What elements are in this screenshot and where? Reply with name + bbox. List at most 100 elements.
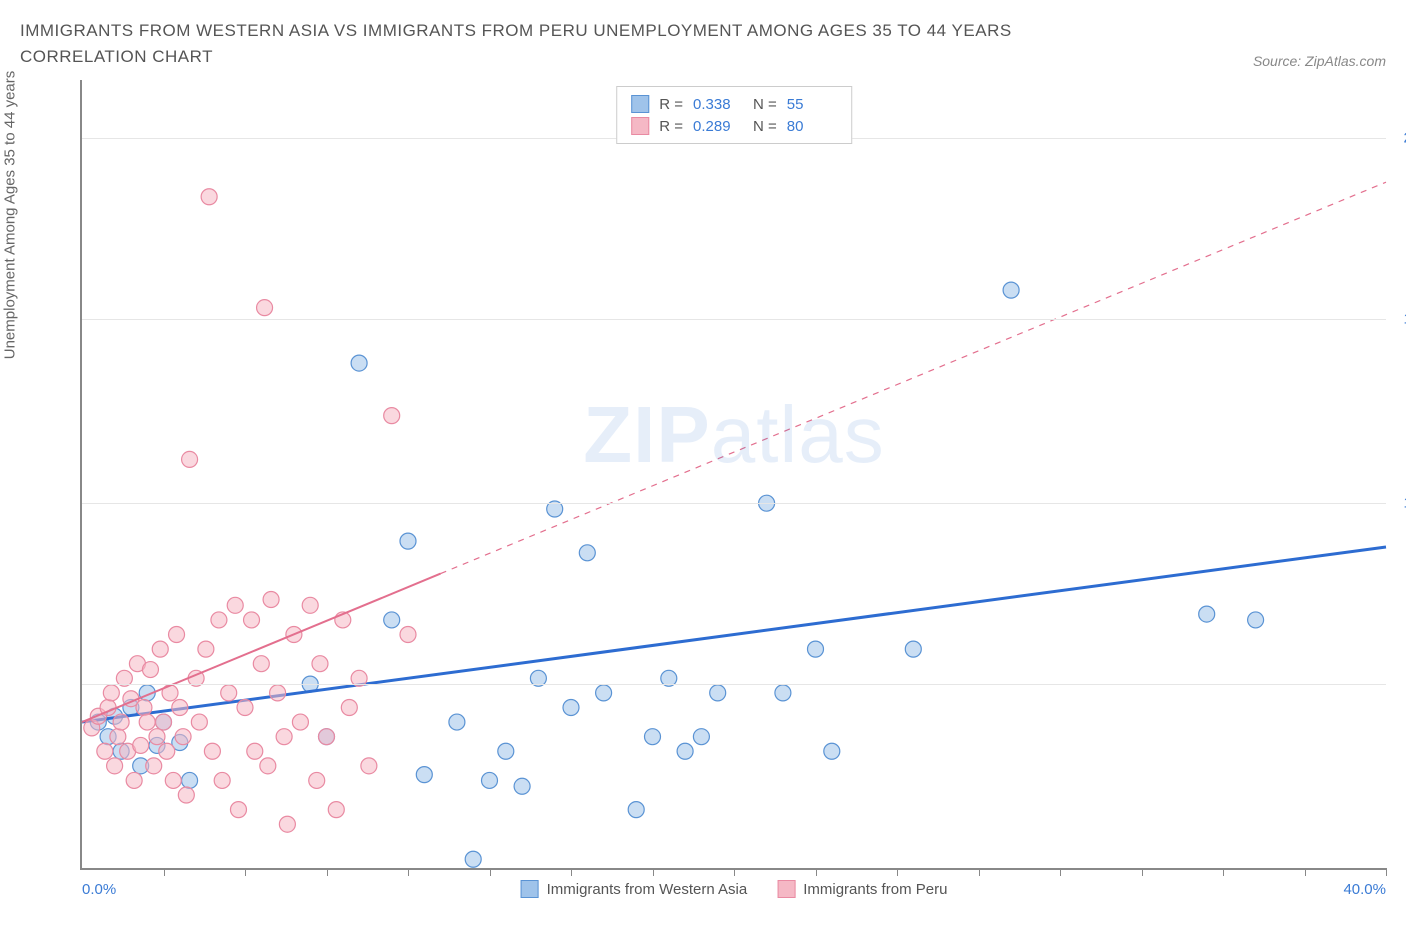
stat-r-label: R = <box>659 96 683 113</box>
data-point <box>645 729 661 745</box>
data-point <box>126 772 142 788</box>
data-point <box>113 714 129 730</box>
data-point <box>482 772 498 788</box>
data-point <box>416 767 432 783</box>
x-axis-max-label: 40.0% <box>1343 881 1386 898</box>
data-point <box>302 597 318 613</box>
data-point <box>237 699 253 715</box>
series-legend: Immigrants from Western AsiaImmigrants f… <box>521 880 948 898</box>
data-point <box>97 743 113 759</box>
data-point <box>182 451 198 467</box>
data-point <box>319 729 335 745</box>
data-point <box>400 533 416 549</box>
data-point <box>204 743 220 759</box>
data-point <box>247 743 263 759</box>
x-tick <box>734 868 735 876</box>
x-axis-min-label: 0.0% <box>82 881 116 898</box>
data-point <box>191 714 207 730</box>
x-tick <box>1223 868 1224 876</box>
legend-swatch <box>631 95 649 113</box>
data-point <box>214 772 230 788</box>
data-point <box>146 758 162 774</box>
data-point <box>328 802 344 818</box>
data-point <box>465 851 481 867</box>
legend-swatch <box>521 880 539 898</box>
data-point <box>142 662 158 678</box>
data-point <box>149 729 165 745</box>
legend-item: Immigrants from Western Asia <box>521 880 748 898</box>
data-point <box>808 641 824 657</box>
legend-swatch <box>777 880 795 898</box>
data-point <box>279 816 295 832</box>
data-point <box>172 699 188 715</box>
data-point <box>361 758 377 774</box>
data-point <box>775 685 791 701</box>
data-point <box>498 743 514 759</box>
stat-r-value: 0.338 <box>693 96 743 113</box>
stat-r-value: 0.289 <box>693 118 743 135</box>
data-point <box>244 612 260 628</box>
data-point <box>693 729 709 745</box>
data-point <box>341 699 357 715</box>
correlation-legend: R =0.338N =55R =0.289N =80 <box>616 86 852 144</box>
data-point <box>563 699 579 715</box>
x-tick <box>571 868 572 876</box>
data-point <box>257 300 273 316</box>
data-point <box>175 729 191 745</box>
data-point <box>110 729 126 745</box>
trend-line-dashed <box>441 182 1386 573</box>
plot-area: R =0.338N =55R =0.289N =80 ZIPatlas 0.0%… <box>80 80 1386 870</box>
data-point <box>221 685 237 701</box>
data-point <box>165 772 181 788</box>
data-point <box>514 778 530 794</box>
data-point <box>400 627 416 643</box>
trend-line <box>82 574 441 722</box>
data-point <box>198 641 214 657</box>
gridline-h <box>82 684 1386 685</box>
data-point <box>103 685 119 701</box>
source-attribution: Source: ZipAtlas.com <box>1253 53 1386 69</box>
chart-container: Unemployment Among Ages 35 to 44 years R… <box>20 80 1386 910</box>
scatter-svg <box>82 80 1386 868</box>
x-tick <box>1386 868 1387 876</box>
data-point <box>384 612 400 628</box>
data-point <box>596 685 612 701</box>
gridline-h <box>82 503 1386 504</box>
data-point <box>710 685 726 701</box>
data-point <box>201 189 217 205</box>
data-point <box>182 772 198 788</box>
x-tick <box>490 868 491 876</box>
stat-n-value: 55 <box>787 96 837 113</box>
data-point <box>270 685 286 701</box>
x-tick <box>1142 868 1143 876</box>
x-tick <box>653 868 654 876</box>
data-point <box>133 737 149 753</box>
x-tick <box>408 868 409 876</box>
stat-r-label: R = <box>659 118 683 135</box>
data-point <box>211 612 227 628</box>
data-point <box>309 772 325 788</box>
data-point <box>253 656 269 672</box>
data-point <box>824 743 840 759</box>
x-tick <box>816 868 817 876</box>
data-point <box>351 355 367 371</box>
data-point <box>227 597 243 613</box>
data-point <box>905 641 921 657</box>
data-point <box>139 714 155 730</box>
stat-n-value: 80 <box>787 118 837 135</box>
data-point <box>677 743 693 759</box>
x-tick <box>897 868 898 876</box>
data-point <box>152 641 168 657</box>
data-point <box>156 714 172 730</box>
data-point <box>1248 612 1264 628</box>
data-point <box>384 408 400 424</box>
data-point <box>169 627 185 643</box>
data-point <box>159 743 175 759</box>
data-point <box>579 545 595 561</box>
x-tick <box>245 868 246 876</box>
x-tick <box>164 868 165 876</box>
x-tick <box>1060 868 1061 876</box>
gridline-h <box>82 319 1386 320</box>
legend-label: Immigrants from Western Asia <box>547 881 748 898</box>
data-point <box>178 787 194 803</box>
